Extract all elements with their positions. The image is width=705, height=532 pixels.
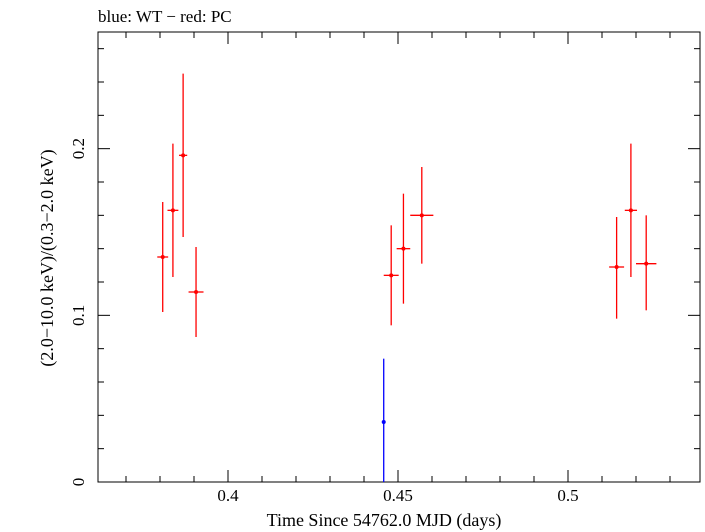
data-marker	[644, 261, 649, 266]
data-marker	[181, 153, 186, 158]
y-tick-label: 0.1	[69, 305, 88, 326]
y-tick-label: 0	[69, 478, 88, 487]
data-marker	[401, 246, 406, 251]
data-marker	[389, 273, 394, 278]
data-points	[157, 73, 657, 482]
data-marker	[160, 255, 165, 259]
data-marker	[628, 208, 633, 213]
data-point	[167, 143, 179, 277]
x-tick-label: 0.4	[217, 486, 239, 505]
data-point	[157, 202, 169, 312]
data-point	[410, 167, 434, 264]
x-tick-labels: 0.4 0.45 0.5	[217, 486, 578, 505]
data-marker	[194, 290, 199, 294]
x-axis-label: Time Since 54762.0 MJD (days)	[267, 510, 502, 531]
data-point	[381, 358, 386, 482]
plot-frame	[97, 31, 701, 483]
y-axis-label: (2.0−10.0 keV)/(0.3−2.0 keV)	[37, 149, 58, 366]
axis-ticks	[98, 32, 700, 483]
data-point	[179, 73, 188, 237]
x-tick-label: 0.45	[383, 486, 413, 505]
data-point	[636, 215, 657, 311]
data-marker	[419, 213, 424, 218]
data-marker	[170, 208, 175, 213]
data-point	[396, 193, 411, 304]
data-marker	[381, 420, 386, 424]
x-tick-label: 0.5	[557, 486, 578, 505]
data-point	[624, 143, 638, 277]
data-marker	[614, 265, 619, 269]
data-point	[188, 247, 204, 337]
y-tick-labels: 0 0.1 0.2	[69, 138, 88, 486]
data-point	[383, 225, 399, 326]
chart-title: blue: WT − red: PC	[98, 7, 232, 26]
y-tick-label: 0.2	[69, 138, 88, 159]
data-point	[609, 217, 625, 319]
